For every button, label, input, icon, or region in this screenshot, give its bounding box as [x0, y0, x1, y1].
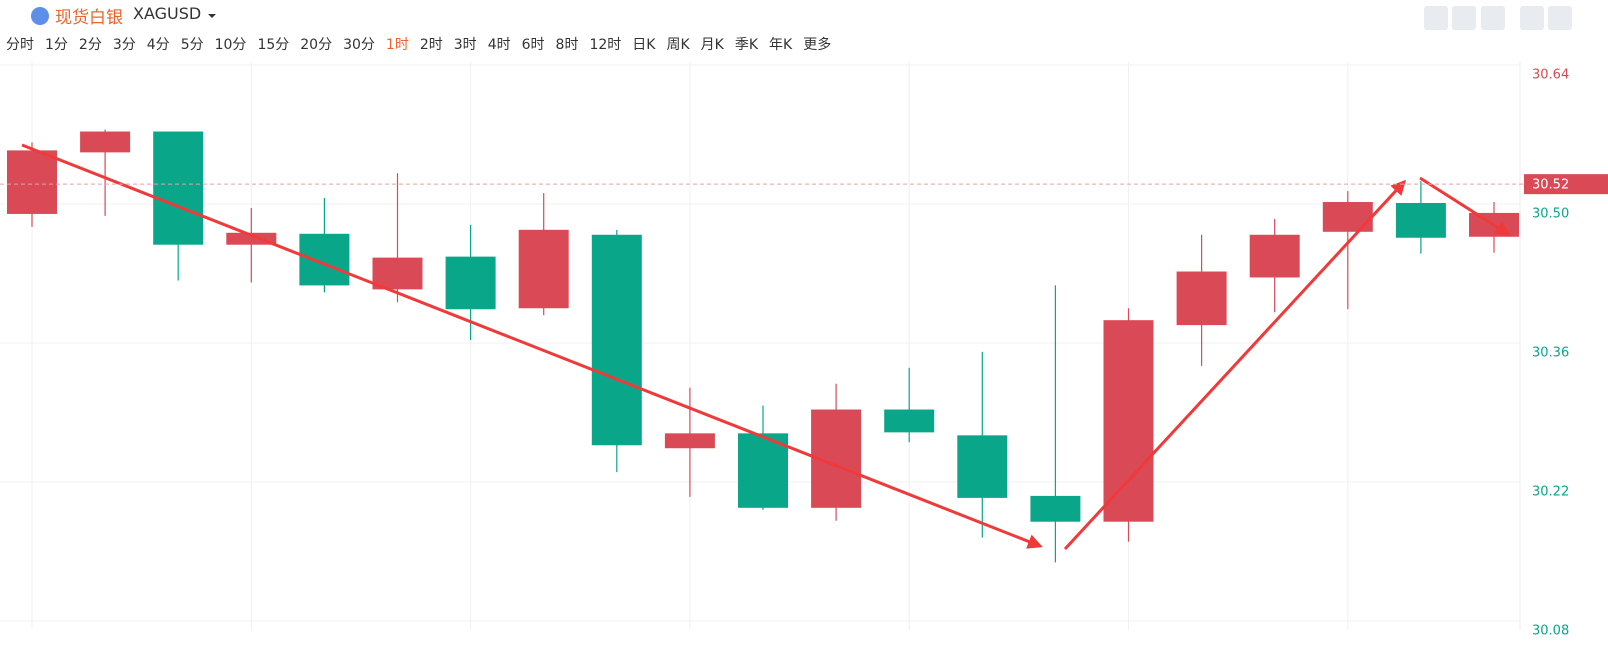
- period-tab[interactable]: 更多: [803, 37, 832, 53]
- candle-body: [1322, 202, 1373, 232]
- candle-body: [1030, 495, 1081, 522]
- candle-body: [518, 229, 569, 309]
- period-tab[interactable]: 8时: [555, 37, 579, 53]
- tool-button[interactable]: [1548, 6, 1572, 30]
- period-tab[interactable]: 年K: [769, 37, 793, 53]
- period-tab[interactable]: 3时: [453, 37, 477, 53]
- y-tick-label: 30.36: [1532, 346, 1569, 361]
- period-tab[interactable]: 5分: [180, 37, 204, 53]
- candle-body: [1395, 203, 1446, 238]
- tool-button[interactable]: [1452, 6, 1476, 30]
- period-tab[interactable]: 12时: [589, 37, 622, 53]
- tool-button[interactable]: [1520, 6, 1544, 30]
- y-tick-label: 30.50: [1532, 207, 1569, 222]
- period-tab[interactable]: 1时: [385, 37, 409, 53]
- period-tab[interactable]: 30分: [343, 37, 375, 53]
- candle-body: [957, 435, 1008, 498]
- y-tick-label: 30.08: [1532, 624, 1569, 639]
- instrument-symbol[interactable]: XAGUSD: [133, 4, 202, 23]
- trend-arrow: [1063, 179, 1407, 551]
- dropdown-caret[interactable]: [208, 14, 216, 22]
- period-tab[interactable]: 周K: [666, 37, 690, 53]
- candle-body: [372, 257, 423, 290]
- trend-arrow: [21, 143, 1043, 549]
- tool-button[interactable]: [1424, 6, 1448, 30]
- candle-body: [299, 233, 350, 286]
- period-bar: 分时 1分 2分 3分 4分 5分 10分 15分 20分 30分 1时 2时 3时 4时 6时 8时 12时日…: [6, 34, 842, 54]
- last-price-box: [1524, 174, 1608, 195]
- period-tab[interactable]: 20分: [300, 37, 333, 53]
- period-tab[interactable]: 15分: [257, 37, 290, 53]
- logo: [31, 7, 49, 25]
- period-tab[interactable]: 4时: [487, 37, 511, 53]
- y-tick-label: 30.22: [1532, 485, 1569, 500]
- period-tab[interactable]: 季K: [734, 37, 759, 53]
- period-tab[interactable]: 2时: [419, 37, 443, 53]
- candle-body: [226, 232, 277, 245]
- candle-body: [664, 433, 715, 449]
- tool-button[interactable]: [1481, 6, 1505, 30]
- period-tab[interactable]: 4分: [146, 37, 170, 53]
- candle-body: [445, 256, 496, 310]
- instrument-title[interactable]: 现货白银: [55, 8, 123, 28]
- trend-arrow: [1419, 176, 1511, 236]
- period-tab[interactable]: 2分: [78, 37, 102, 53]
- y-tick-label: 30.64: [1532, 68, 1569, 83]
- period-tab[interactable]: 1分: [45, 37, 68, 53]
- period-tab[interactable]: 月K: [700, 37, 724, 53]
- candle-body: [591, 234, 642, 446]
- candle-body: [1103, 320, 1154, 522]
- candle-body: [7, 150, 57, 214]
- candle-body: [1249, 234, 1300, 278]
- period-tab[interactable]: 6时: [521, 37, 545, 53]
- period-tab[interactable]: 10分: [214, 37, 247, 53]
- candle-body: [884, 409, 935, 433]
- last-price-label: 30.52: [1532, 178, 1569, 193]
- candle-body: [80, 131, 131, 153]
- period-tab[interactable]: 日K: [632, 37, 656, 53]
- candle-body: [1176, 271, 1227, 326]
- toolbar: 现货白银 XAGUSD: [0, 0, 1608, 30]
- candle-body: [153, 131, 204, 245]
- candle-body: [738, 433, 788, 508]
- period-tab[interactable]: 3分: [112, 37, 136, 53]
- period-tab[interactable]: 分时: [6, 37, 34, 53]
